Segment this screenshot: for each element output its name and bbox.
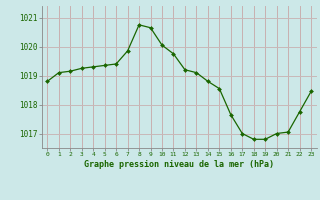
- X-axis label: Graphe pression niveau de la mer (hPa): Graphe pression niveau de la mer (hPa): [84, 160, 274, 169]
